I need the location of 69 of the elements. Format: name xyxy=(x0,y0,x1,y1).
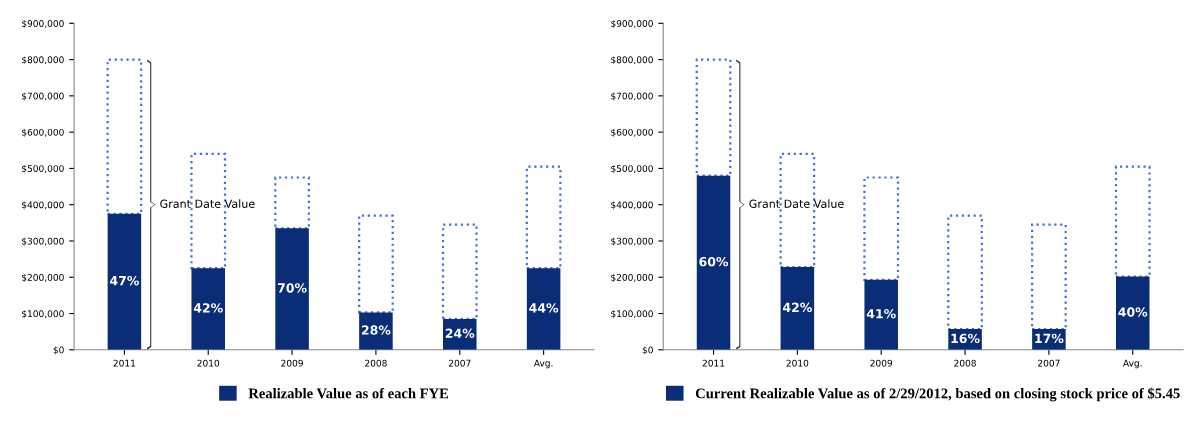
x-tick-label: 2011 xyxy=(702,359,725,367)
y-tick-label: $300,000 xyxy=(611,237,653,246)
bar xyxy=(695,58,732,177)
bar xyxy=(1115,276,1150,350)
x-tick-label: 2011 xyxy=(113,359,136,367)
bar xyxy=(275,228,309,350)
x-tick-label: 2010 xyxy=(197,359,220,367)
bar xyxy=(863,176,900,281)
y-tick-label: $800,000 xyxy=(22,56,64,65)
y-tick-label: $0 xyxy=(642,346,653,355)
series-label: Grant Date Value xyxy=(749,199,844,208)
y-tick-label: $700,000 xyxy=(611,92,653,101)
legend-label: Current Realizable Value as of 2/29/2012, based on closing stock price of $5.45 xyxy=(695,387,1180,402)
annotation: 47% xyxy=(110,275,139,286)
x-tick-label: 2007 xyxy=(448,359,471,367)
y-tick-label: $200,000 xyxy=(22,273,64,283)
annotation: 24% xyxy=(445,328,475,339)
x-tick-label: 2007 xyxy=(1038,359,1060,367)
y-tick-label: $300,000 xyxy=(22,237,64,246)
annotation: 60% xyxy=(699,256,729,267)
bar xyxy=(864,279,898,350)
x-tick-label: 2008 xyxy=(365,359,387,367)
y-tick-label: $100,000 xyxy=(22,310,64,319)
y-tick-label: $200,000 xyxy=(611,273,653,283)
bar xyxy=(441,223,478,321)
bar xyxy=(696,175,731,350)
x-tick-label: Avg. xyxy=(533,359,553,369)
annotation: 28% xyxy=(361,325,391,335)
y-tick-label: $400,000 xyxy=(22,201,64,210)
annotation: 42% xyxy=(193,303,223,313)
bar xyxy=(526,268,561,350)
y-tick-label: $500,000 xyxy=(611,164,653,174)
bar xyxy=(359,312,393,350)
bar xyxy=(191,268,226,350)
y-tick-label: $600,000 xyxy=(611,128,653,137)
y-tick-label: $600,000 xyxy=(22,128,64,137)
y-tick-label: $400,000 xyxy=(611,201,653,210)
bar xyxy=(947,214,983,331)
y-tick-label: $0 xyxy=(53,346,64,355)
x-tick-label: 2009 xyxy=(281,359,303,367)
series-label: Grant Date Value xyxy=(160,199,255,208)
y-tick-label: $700,000 xyxy=(22,92,64,101)
bar xyxy=(190,152,227,270)
y-tick-label: $900,000 xyxy=(611,19,653,29)
bar xyxy=(274,176,310,230)
bar xyxy=(525,165,562,270)
annotation: 42% xyxy=(782,302,812,313)
y-tick-label: $100,000 xyxy=(611,310,653,319)
annotation: 17% xyxy=(1035,333,1064,344)
annotation: 70% xyxy=(277,283,307,293)
y-tick-label: $800,000 xyxy=(611,56,653,65)
bar xyxy=(358,214,394,314)
annotation: 41% xyxy=(866,308,896,319)
annotation: 16% xyxy=(951,333,980,344)
bar xyxy=(779,152,816,269)
annotation: 40% xyxy=(1118,307,1148,317)
bar xyxy=(106,58,143,215)
annotation: 44% xyxy=(529,303,559,313)
legend-label: Realizable Value as of each FYE xyxy=(248,387,449,399)
bar xyxy=(780,267,815,350)
bar xyxy=(107,213,142,350)
x-tick-label: 2010 xyxy=(786,359,809,367)
x-tick-label: 2008 xyxy=(954,359,976,367)
bar xyxy=(1114,165,1151,278)
y-tick-label: $500,000 xyxy=(22,164,64,174)
x-tick-label: 2009 xyxy=(870,359,893,367)
x-tick-label: Avg. xyxy=(1123,359,1142,369)
y-tick-label: $900,000 xyxy=(22,19,64,29)
bar xyxy=(1031,223,1067,331)
